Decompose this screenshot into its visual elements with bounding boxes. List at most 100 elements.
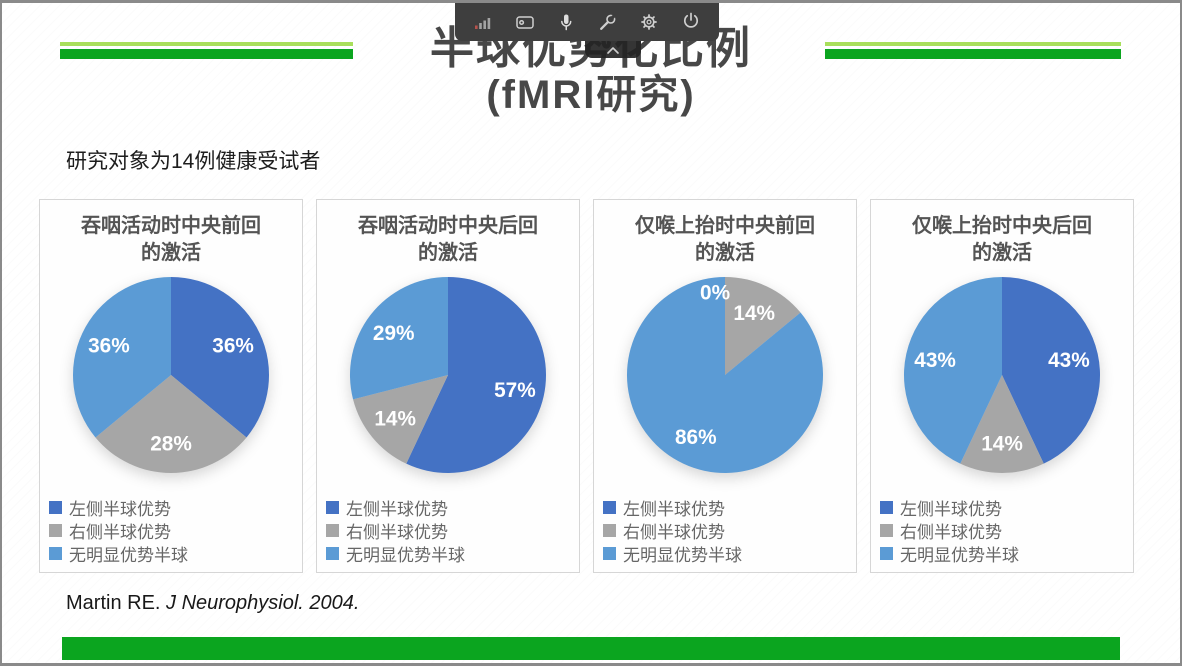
- chart-panels-row: 吞咽活动时中央前回 的激活 36% 28% 36% 左侧半球优势 右侧半球优势 无明显优…: [39, 199, 1134, 573]
- pie-chart: 43% 14% 43%: [903, 276, 1101, 474]
- pie-slice: [406, 276, 547, 474]
- pie-data-label: 28%: [150, 433, 192, 456]
- wrench-icon[interactable]: [595, 9, 621, 35]
- legend-item: 左侧半球优势: [49, 496, 188, 519]
- pie-slice: [1002, 276, 1101, 464]
- chart-title-line2: 的激活: [141, 242, 201, 264]
- pie-data-label: 86%: [675, 426, 717, 449]
- legend-label: 左侧半球优势: [900, 500, 1002, 519]
- chart-legend: 左侧半球优势 右侧半球优势 无明显优势半球: [880, 496, 1019, 565]
- legend-item: 右侧半球优势: [326, 519, 465, 542]
- legend-swatch-icon: [326, 524, 339, 537]
- chart-legend: 左侧半球优势 右侧半球优势 无明显优势半球: [49, 496, 188, 565]
- pie-slice: [72, 276, 171, 438]
- legend-label: 无明显优势半球: [900, 546, 1019, 565]
- power-icon[interactable]: [678, 9, 704, 35]
- toolbar-collapse-button[interactable]: [585, 41, 641, 58]
- legend-swatch-icon: [880, 547, 893, 560]
- pie-slice: [626, 276, 824, 474]
- legend-item: 左侧半球优势: [326, 496, 465, 519]
- accent-bar-bottom: [62, 637, 1120, 660]
- chart-title-line2: 的激活: [695, 242, 755, 264]
- chart-panel-1: 吞咽活动时中央前回 的激活 36% 28% 36% 左侧半球优势 右侧半球优势 无明显优…: [39, 199, 303, 573]
- accent-bar-top-right-thin: [825, 42, 1121, 46]
- accent-bar-top-left-thin: [60, 42, 353, 46]
- chart-panel-2: 吞咽活动时中央后回 的激活 57% 14% 29% 左侧半球优势 右侧半球优势 无明显优…: [316, 199, 580, 573]
- citation-author: Martin RE.: [66, 592, 161, 614]
- pie-data-label: 14%: [733, 302, 775, 325]
- legend-swatch-icon: [603, 524, 616, 537]
- accent-bar-top-right: [825, 49, 1121, 59]
- pie-data-label: 29%: [373, 322, 415, 345]
- legend-label: 左侧半球优势: [69, 500, 171, 519]
- pie-chart: 36% 28% 36%: [72, 276, 270, 474]
- legend-swatch-icon: [880, 524, 893, 537]
- legend-label: 左侧半球优势: [623, 500, 725, 519]
- pie-data-label: 43%: [914, 349, 956, 372]
- legend-item: 无明显优势半球: [49, 542, 188, 565]
- pie-chart: 0%14% 86%: [626, 276, 824, 474]
- legend-label: 无明显优势半球: [346, 546, 465, 565]
- legend-label: 右侧半球优势: [69, 523, 171, 542]
- legend-item: 右侧半球优势: [49, 519, 188, 542]
- legend-item: 右侧半球优势: [603, 519, 742, 542]
- subtitle: 研究对象为14例健康受试者: [66, 150, 321, 173]
- legend-label: 右侧半球优势: [346, 523, 448, 542]
- legend-label: 右侧半球优势: [900, 523, 1002, 542]
- chart-title: 仅喉上抬时中央前回 的激活: [594, 213, 856, 267]
- pie-data-label: 57%: [494, 379, 536, 402]
- chart-title: 吞咽活动时中央前回 的激活: [40, 213, 302, 267]
- legend-item: 无明显优势半球: [326, 542, 465, 565]
- pie-slice: [171, 276, 270, 438]
- legend-swatch-icon: [49, 547, 62, 560]
- pie-slice: [960, 375, 1044, 474]
- chart-title-line1: 仅喉上抬时中央后回: [912, 215, 1092, 237]
- legend-swatch-icon: [326, 501, 339, 514]
- chart-title-line2: 的激活: [972, 242, 1032, 264]
- legend-swatch-icon: [326, 547, 339, 560]
- citation: Martin RE. J Neurophysiol. 2004.: [66, 592, 359, 615]
- screen-share-toolbar: [455, 3, 719, 41]
- pie-chart: 57% 14% 29%: [349, 276, 547, 474]
- pie-slice: [725, 276, 801, 375]
- legend-swatch-icon: [49, 501, 62, 514]
- pie-data-label: 14%: [981, 433, 1023, 456]
- chart-panel-4: 仅喉上抬时中央后回 的激活 43% 14% 43% 左侧半球优势 右侧半球优势 无明显优…: [870, 199, 1134, 573]
- legend-item: 右侧半球优势: [880, 519, 1019, 542]
- legend-item: 左侧半球优势: [880, 496, 1019, 519]
- legend-item: 无明显优势半球: [880, 542, 1019, 565]
- legend-item: 左侧半球优势: [603, 496, 742, 519]
- legend-label: 无明显优势半球: [69, 546, 188, 565]
- citation-source: J Neurophysiol. 2004.: [160, 592, 360, 614]
- chart-title-line1: 仅喉上抬时中央前回: [635, 215, 815, 237]
- chart-legend: 左侧半球优势 右侧半球优势 无明显优势半球: [603, 496, 742, 565]
- chart-title: 吞咽活动时中央后回 的激活: [317, 213, 579, 267]
- settings-gear-icon[interactable]: [636, 9, 662, 35]
- pie-slice: [349, 276, 448, 400]
- pie-slice: [353, 375, 448, 464]
- pie-slice: [903, 276, 1002, 464]
- legend-swatch-icon: [603, 547, 616, 560]
- legend-item: 无明显优势半球: [603, 542, 742, 565]
- pie-slice: [95, 375, 247, 474]
- pie-data-label: 0%: [700, 282, 730, 305]
- pie-data-label: 36%: [88, 335, 130, 358]
- legend-swatch-icon: [880, 501, 893, 514]
- accent-bar-top-left: [60, 49, 353, 59]
- signal-strength-icon: [470, 9, 496, 35]
- screen-share-icon[interactable]: [512, 9, 538, 35]
- page-title-line2: (fMRI研究): [486, 73, 696, 118]
- chart-title-line1: 吞咽活动时中央后回: [358, 215, 538, 237]
- pie-data-label: 43%: [1048, 349, 1090, 372]
- legend-label: 右侧半球优势: [623, 523, 725, 542]
- legend-label: 无明显优势半球: [623, 546, 742, 565]
- legend-swatch-icon: [49, 524, 62, 537]
- chart-title: 仅喉上抬时中央后回 的激活: [871, 213, 1133, 267]
- chart-title-line1: 吞咽活动时中央前回: [81, 215, 261, 237]
- chart-panel-3: 仅喉上抬时中央前回 的激活 0% 14% 86% 左侧半球优势 右侧半球优势 无明显优势…: [593, 199, 857, 573]
- legend-label: 左侧半球优势: [346, 500, 448, 519]
- microphone-icon[interactable]: [553, 9, 579, 35]
- pie-data-label: 14%: [374, 408, 416, 431]
- chart-title-line2: 的激活: [418, 242, 478, 264]
